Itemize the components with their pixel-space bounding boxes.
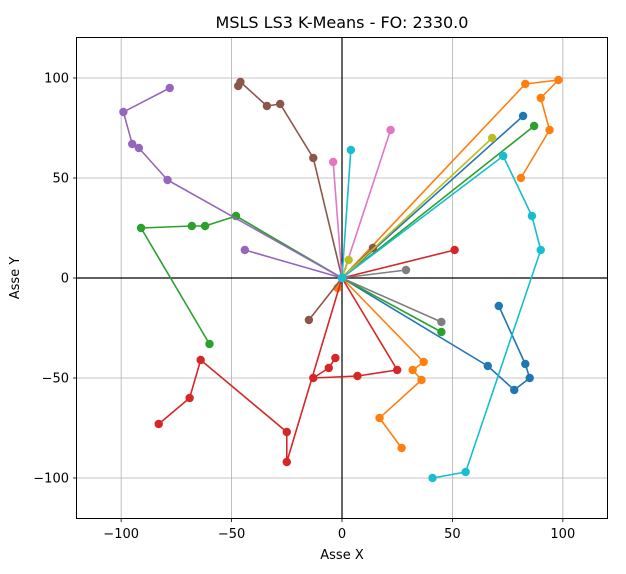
data-point — [200, 221, 210, 231]
data-point — [408, 365, 417, 375]
data-point — [428, 473, 437, 483]
data-point — [331, 353, 340, 363]
data-point — [196, 355, 205, 365]
data-point — [282, 457, 291, 467]
data-point — [134, 143, 144, 153]
data-point — [521, 359, 530, 369]
series-line — [158, 277, 343, 463]
x-tick-label: −50 — [218, 527, 245, 542]
data-point — [262, 101, 272, 111]
series-line — [341, 125, 535, 279]
data-point — [536, 93, 545, 103]
data-point — [419, 357, 428, 367]
data-point — [518, 111, 528, 121]
data-point — [527, 211, 537, 221]
data-point — [309, 153, 318, 163]
data-point — [494, 301, 503, 311]
x-tick-label: −100 — [103, 527, 139, 542]
data-point — [487, 133, 497, 143]
data-point — [417, 375, 426, 385]
data-point — [205, 339, 214, 349]
series-line — [341, 79, 560, 279]
series-24 — [337, 151, 545, 483]
data-point — [282, 427, 291, 437]
data-point — [483, 361, 492, 371]
data-point — [344, 255, 353, 265]
y-tick-label: −50 — [42, 372, 69, 387]
series-13 — [119, 83, 347, 283]
data-point — [461, 467, 470, 477]
series-line — [140, 215, 343, 345]
data-point — [393, 365, 402, 375]
data-point — [165, 83, 174, 93]
data-point — [163, 175, 172, 185]
series-line — [332, 161, 343, 279]
series-layer — [119, 75, 563, 483]
data-point — [437, 327, 446, 337]
data-point — [346, 145, 356, 155]
series-line — [341, 155, 542, 479]
series-line — [341, 137, 493, 279]
data-point — [386, 125, 395, 135]
series-line — [341, 277, 531, 391]
data-point — [516, 173, 526, 183]
data-point — [536, 245, 545, 255]
data-point — [185, 393, 194, 403]
series-line — [244, 249, 343, 279]
series-line — [308, 277, 343, 321]
data-point — [510, 385, 519, 395]
series-line — [341, 277, 442, 323]
data-point — [154, 419, 163, 429]
x-axis-title: Asse X — [320, 548, 364, 563]
data-point — [119, 107, 128, 117]
data-point — [450, 245, 459, 255]
data-point — [187, 221, 197, 231]
series-line — [341, 277, 442, 333]
data-point — [545, 125, 554, 135]
y-tick-label: 0 — [61, 272, 69, 287]
data-point — [554, 75, 563, 85]
data-point — [525, 373, 534, 383]
data-point — [304, 315, 314, 325]
series-line — [341, 149, 352, 279]
y-tick-label: 50 — [52, 172, 69, 187]
series-line — [341, 249, 455, 279]
x-tick-label: 0 — [338, 527, 346, 542]
data-point — [136, 223, 146, 233]
tick-layer: −100 −50 0 50 100 −100 −50 0 50 100 — [33, 72, 575, 543]
data-point — [324, 363, 333, 373]
data-point — [240, 245, 250, 255]
series-line — [341, 277, 425, 449]
series-14 — [234, 77, 347, 283]
data-point — [529, 121, 539, 131]
data-point — [337, 273, 347, 283]
data-point — [397, 443, 406, 453]
x-tick-label: 50 — [444, 527, 461, 542]
data-point — [128, 139, 137, 149]
data-point — [234, 81, 243, 91]
y-axis-title: Asse Y — [8, 257, 23, 300]
data-point — [437, 317, 446, 327]
data-point — [401, 265, 411, 275]
series-line — [341, 269, 407, 279]
data-point — [375, 413, 384, 423]
y-tick-label: 100 — [44, 72, 69, 87]
y-tick-label: −100 — [33, 472, 69, 487]
series-11 — [154, 273, 347, 467]
chart-title: MSLS LS3 K-Means - FO: 2330.0 — [216, 13, 469, 32]
data-point — [521, 79, 530, 89]
data-point — [275, 99, 285, 109]
series-line — [341, 129, 392, 279]
x-tick-label: 100 — [550, 527, 575, 542]
data-point — [328, 157, 338, 167]
data-point — [499, 151, 508, 161]
data-point — [353, 371, 362, 381]
